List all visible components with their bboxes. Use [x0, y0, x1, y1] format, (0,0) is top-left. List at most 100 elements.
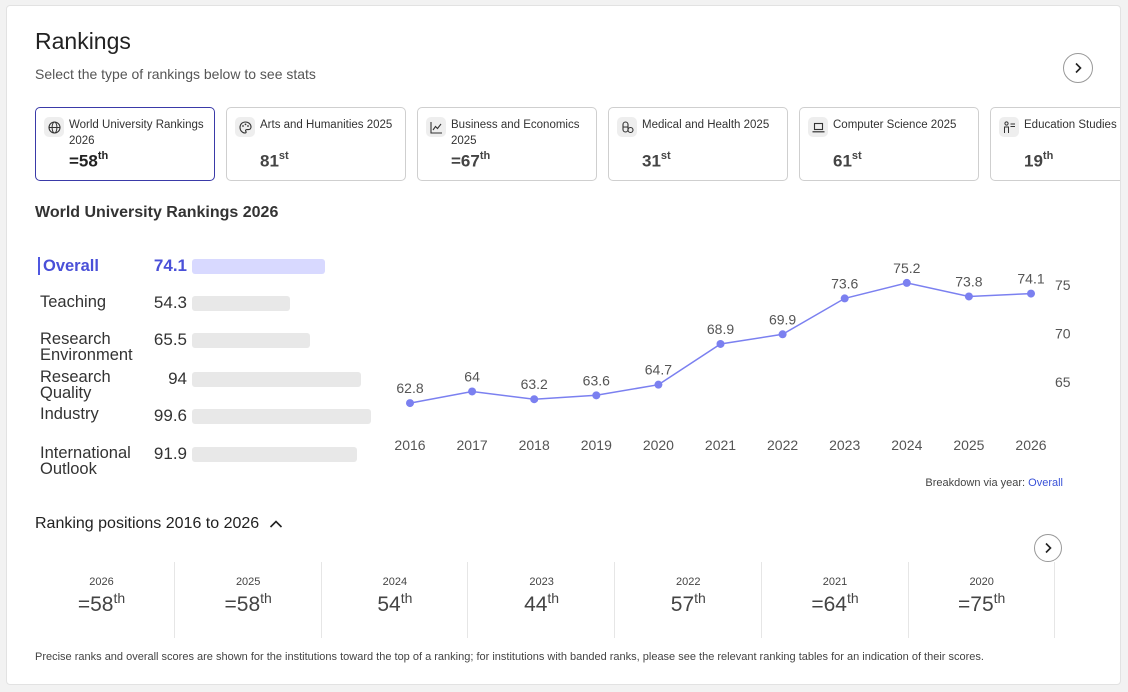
breakdown-selector: Breakdown via year: Overall [925, 477, 1063, 489]
x-tick-label: 2023 [829, 437, 860, 453]
position-year: 2022 [676, 576, 701, 588]
data-label: 75.2 [893, 260, 920, 276]
position-year: 2026 [89, 576, 114, 588]
ranking-card-label: Arts and Humanities 2025 [260, 119, 393, 131]
ranking-card-label: Business and Economics 2025 [451, 119, 580, 147]
data-label: 74.1 [1017, 271, 1044, 287]
data-point[interactable] [716, 339, 725, 348]
metric-bar [192, 372, 361, 387]
chevron-up-icon [270, 520, 283, 528]
ranking-card-value: =58th [69, 150, 109, 171]
x-tick-label: 2025 [953, 437, 984, 453]
footnote: Precise ranks and overall scores are sho… [35, 651, 984, 663]
positions-toggle[interactable]: Ranking positions 2016 to 2026 [35, 515, 283, 533]
data-label: 64 [464, 368, 480, 384]
data-point[interactable] [592, 391, 601, 400]
position-item: 2020 =75th [909, 562, 1056, 638]
data-point[interactable] [468, 387, 477, 396]
ranking-card-value: =67th [451, 150, 491, 171]
positions-list: 2026 =58th 2025 =58th 2024 54th 2023 44th 2022 57… [29, 562, 1059, 638]
metric-value: 94 [168, 369, 187, 388]
y-tick-label: 70 [1055, 325, 1071, 341]
metric-label[interactable]: Research Quality [40, 368, 111, 402]
rankings-panel: Rankings Select the type of rankings bel… [6, 5, 1121, 685]
x-tick-label: 2016 [394, 437, 425, 453]
page-subtitle: Select the type of rankings below to see… [35, 66, 316, 82]
x-tick-label: 2022 [767, 437, 798, 453]
position-year: 2025 [235, 576, 261, 588]
position-item: 2026 =58th [29, 562, 175, 638]
data-point[interactable] [840, 294, 849, 303]
metric-bar [192, 447, 357, 462]
overall-score-line-chart: 62.8 2016 64 2017 63.2 2018 63.6 2019 64.7 2020 68… [394, 260, 1071, 453]
chevron-right-icon [1075, 62, 1082, 74]
metric-label[interactable]: Teaching [40, 293, 107, 311]
ranking-card[interactable]: Business and Economics 2025 =67th [417, 107, 597, 181]
data-point[interactable] [530, 395, 539, 404]
position-rank: =58th [224, 590, 272, 616]
breakdown-link[interactable]: Overall [1028, 477, 1063, 489]
data-point[interactable] [964, 292, 973, 301]
position-rank: =58th [77, 590, 126, 616]
position-rank: 44th [524, 590, 560, 616]
metric-value: 74.1 [153, 256, 187, 275]
metric-bar [192, 296, 290, 311]
data-point[interactable] [902, 278, 911, 287]
ranking-card-value: 81st [260, 150, 289, 171]
metric-bar [192, 333, 310, 348]
ranking-card[interactable]: Education Studies 20 19th [990, 107, 1120, 181]
data-point[interactable] [654, 380, 663, 389]
metric-value: 54.3 [153, 293, 187, 312]
metric-label[interactable]: International Outlook [40, 444, 131, 478]
position-year: 2023 [529, 576, 554, 588]
position-rank: =64th [811, 590, 859, 616]
data-point[interactable] [778, 330, 787, 339]
medicine-icon [617, 117, 637, 137]
x-tick-label: 2026 [1015, 437, 1046, 453]
data-label: 69.9 [769, 311, 796, 327]
laptop-icon [808, 117, 828, 137]
x-tick-label: 2020 [643, 437, 674, 453]
position-item: 2022 57th [616, 562, 762, 638]
ranking-card[interactable]: Computer Science 2025 61st [799, 107, 979, 181]
position-rank: 54th [377, 590, 413, 616]
section-title: World University Rankings 2026 [35, 204, 279, 221]
x-tick-label: 2018 [519, 437, 550, 453]
y-tick-label: 75 [1055, 277, 1071, 293]
ranking-card-label: Education Studies 20 [1024, 119, 1120, 131]
position-rank: =75th [958, 590, 1006, 616]
metric-bar [192, 409, 371, 424]
x-tick-label: 2017 [457, 437, 488, 453]
ranking-card-label: Medical and Health 2025 [642, 119, 770, 131]
x-tick-label: 2021 [705, 437, 736, 453]
metric-label[interactable]: Overall [38, 257, 138, 275]
data-point[interactable] [406, 399, 414, 408]
y-tick-label: 65 [1055, 374, 1071, 390]
position-item: 2025 =58th [176, 562, 322, 638]
data-label: 62.8 [396, 380, 423, 396]
teacher-icon [999, 117, 1019, 137]
x-tick-label: 2024 [891, 437, 922, 453]
ranking-card[interactable]: World University Rankings 2026 =58th [35, 107, 215, 181]
position-year: 2020 [969, 576, 994, 588]
ranking-card-label: World University Rankings 2026 [69, 119, 204, 147]
next-rankings-button[interactable] [1063, 53, 1093, 83]
position-rank: 57th [670, 590, 706, 616]
metric-bar [192, 259, 325, 274]
ranking-card[interactable]: Medical and Health 2025 31st [608, 107, 788, 181]
data-label: 63.2 [521, 376, 548, 392]
metric-value: 99.6 [153, 406, 187, 425]
data-label: 63.6 [583, 372, 610, 388]
positions-title: Ranking positions 2016 to 2026 [35, 515, 260, 532]
data-point[interactable] [1027, 289, 1035, 298]
ranking-card-label: Computer Science 2025 [833, 119, 957, 131]
next-positions-button[interactable] [1034, 534, 1062, 562]
position-year: 2021 [822, 576, 848, 588]
data-label: 68.9 [707, 321, 734, 337]
metric-label[interactable]: Research Environment [40, 330, 133, 364]
metric-value: 65.5 [153, 330, 187, 349]
metric-label[interactable]: Industry [40, 405, 99, 423]
ranking-card-value: 61st [833, 150, 862, 171]
ranking-card[interactable]: Arts and Humanities 2025 81st [226, 107, 406, 181]
globe-icon [44, 117, 64, 137]
